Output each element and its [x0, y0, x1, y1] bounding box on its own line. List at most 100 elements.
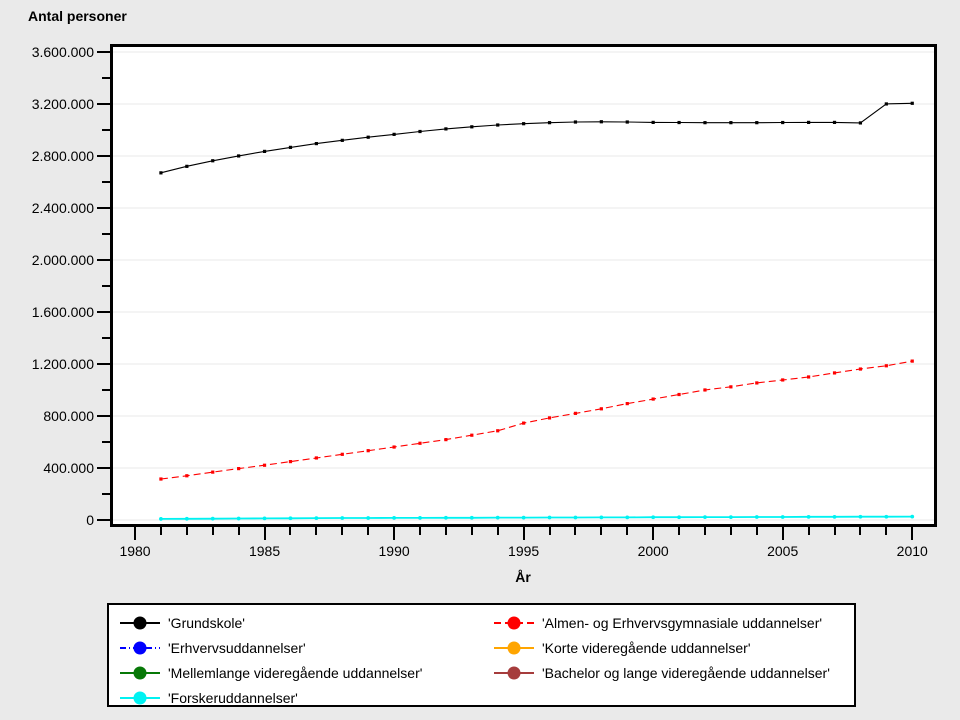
data-point-marker	[340, 452, 344, 456]
y-major-tick	[97, 102, 110, 105]
data-point-marker	[314, 141, 318, 146]
data-point-marker	[573, 120, 578, 124]
y-major-tick	[97, 206, 110, 209]
y-major-tick	[97, 362, 110, 365]
data-point-marker	[754, 515, 759, 519]
data-point-marker	[573, 515, 578, 520]
data-point-marker	[729, 385, 733, 389]
x-minor-tick	[367, 527, 370, 535]
data-point-marker	[237, 467, 241, 471]
legend-marker-icon	[494, 641, 534, 655]
data-point-marker	[781, 378, 785, 382]
data-point-marker	[496, 123, 500, 127]
y-major-tick	[97, 518, 110, 521]
legend-item-label: 'Bachelor og lange videregående uddannel…	[542, 665, 830, 681]
y-axis-title: Antal personer	[28, 8, 127, 24]
data-point-marker	[755, 121, 759, 125]
data-point-marker	[340, 516, 345, 520]
x-tick-label: 2000	[637, 543, 669, 559]
data-point-marker	[910, 514, 915, 519]
y-minor-tick	[102, 76, 110, 79]
y-minor-tick	[102, 232, 110, 235]
data-point-marker	[599, 407, 603, 411]
y-major-tick	[97, 414, 110, 417]
data-point-marker	[444, 127, 448, 131]
x-minor-tick	[419, 527, 421, 535]
data-point-marker	[237, 154, 241, 158]
x-minor-tick	[159, 527, 162, 535]
data-point-marker	[366, 516, 371, 520]
x-minor-tick	[859, 527, 862, 535]
x-major-tick	[134, 527, 137, 540]
x-minor-tick	[678, 527, 681, 535]
x-tick-label: 1990	[378, 543, 410, 559]
legend: 'Grundskole' 'Erhvervsuddannelser' 'Mellem…	[107, 603, 856, 707]
x-tick-label: 1980	[119, 543, 151, 559]
plot-canvas	[113, 51, 934, 521]
data-point-marker	[703, 388, 707, 392]
x-minor-tick	[703, 527, 706, 535]
data-point-marker	[884, 364, 888, 368]
data-point-marker	[807, 120, 811, 125]
y-minor-tick	[102, 284, 110, 287]
data-point-marker	[262, 463, 267, 467]
legend-item-label: 'Almen- og Erhvervsgymnasiale uddannelse…	[542, 615, 823, 631]
y-major-tick	[97, 50, 110, 53]
x-minor-tick	[211, 527, 214, 535]
y-tick-label: 1.200.000	[31, 355, 94, 372]
data-point-marker	[392, 445, 396, 449]
data-point-marker	[677, 120, 681, 125]
x-tick-label: 1985	[248, 543, 281, 559]
x-tick-label: 2005	[767, 543, 799, 559]
data-point-marker	[366, 449, 370, 453]
data-point-marker	[832, 120, 837, 125]
data-point-marker	[288, 145, 293, 149]
series-line-almen-og-erhvervsgymnasiale	[159, 359, 914, 481]
x-minor-tick	[315, 527, 318, 535]
data-point-marker	[470, 433, 474, 437]
data-point-marker	[288, 516, 293, 521]
data-point-marker	[910, 101, 914, 105]
data-point-marker	[418, 129, 422, 134]
data-point-marker	[340, 138, 344, 142]
y-major-tick	[97, 154, 110, 157]
x-minor-tick	[470, 527, 473, 535]
data-point-marker	[677, 392, 681, 397]
data-point-marker	[832, 514, 837, 519]
legend-item-label: 'Erhvervsuddannelser'	[168, 640, 306, 656]
y-major-tick	[97, 310, 110, 313]
data-point-marker	[314, 516, 319, 521]
legend-item-erhvervsuddannelser: 'Erhvervsuddannelser'	[120, 639, 306, 657]
data-point-marker	[599, 120, 603, 124]
legend-item-forskeruddannelser: 'Forskeruddannelser'	[120, 689, 298, 707]
legend-marker-icon	[494, 616, 534, 630]
y-tick-label: 0	[86, 511, 94, 528]
x-tick-label: 1995	[508, 543, 540, 559]
x-major-tick	[263, 527, 266, 540]
legend-item-label: 'Korte videregående uddannelser'	[542, 640, 751, 656]
plot-area	[110, 44, 937, 527]
legend-item-korte-videregaende: 'Korte videregående uddannelser'	[494, 639, 751, 657]
data-point-marker	[547, 515, 552, 520]
data-point-marker	[392, 515, 396, 520]
y-major-tick	[97, 258, 110, 261]
data-point-marker	[444, 438, 448, 442]
data-point-marker	[366, 135, 370, 139]
y-tick-label: 2.800.000	[31, 147, 94, 164]
x-major-tick	[652, 527, 655, 540]
x-minor-tick	[807, 527, 810, 535]
data-point-marker	[495, 515, 500, 520]
legend-item-label: 'Grundskole'	[168, 615, 245, 631]
legend-item-label: 'Mellemlange videregående uddannelser'	[168, 665, 423, 681]
legend-item-mellemlange-videregaende: 'Mellemlange videregående uddannelser'	[120, 664, 422, 682]
data-point-marker	[573, 411, 578, 415]
data-point-marker	[806, 514, 811, 519]
x-minor-tick	[444, 527, 447, 535]
data-point-marker	[703, 121, 707, 125]
x-minor-tick	[885, 527, 888, 535]
data-point-marker	[599, 515, 604, 520]
data-point-marker	[884, 514, 889, 519]
data-point-marker	[262, 149, 267, 153]
data-point-marker	[211, 159, 215, 163]
data-point-marker	[521, 515, 526, 520]
